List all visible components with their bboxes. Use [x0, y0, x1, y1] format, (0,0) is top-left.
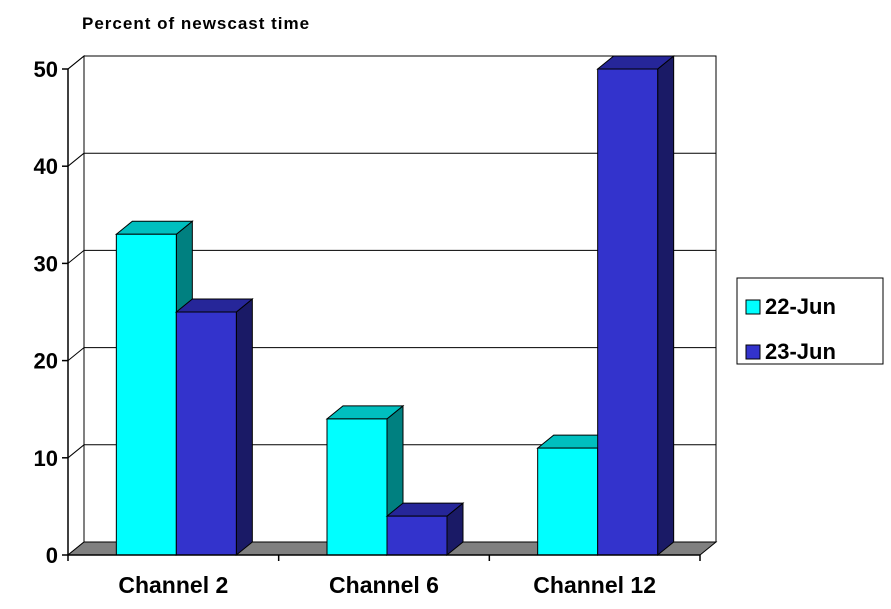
bar-23-jun-channel-6 [385, 502, 465, 557]
bar-front [115, 233, 177, 556]
bars [114, 54, 676, 557]
bar-side [235, 297, 253, 557]
x-category-label: Channel 2 [118, 572, 228, 598]
bar-23-jun-channel-12 [596, 54, 676, 557]
bar-front [326, 418, 388, 556]
legend-swatch-22-jun [745, 299, 761, 315]
bar-side [657, 54, 675, 557]
bar-22-jun-channel-2 [114, 220, 194, 557]
x-axis: Channel 2 Channel 6 Channel 12 [67, 554, 701, 598]
y-tick-label: 0 [46, 543, 58, 568]
y-tick-label: 20 [34, 349, 58, 374]
legend: 22-Jun 23-Jun [736, 277, 884, 365]
side-wall [67, 54, 85, 557]
bar-22-jun-channel-6 [325, 404, 405, 557]
bar-front [597, 68, 659, 556]
y-tick-label: 50 [34, 57, 58, 82]
gridline-side [67, 444, 85, 459]
gridline-side [67, 347, 85, 361]
bar-front [537, 447, 599, 556]
bar-front [175, 311, 237, 556]
y-axis-title: Percent of newscast time [82, 14, 310, 33]
gridline-side [67, 152, 85, 167]
y-tick-label: 30 [34, 251, 58, 276]
x-category-label: Channel 12 [533, 572, 656, 598]
gridline-side [67, 55, 85, 70]
legend-swatch-23-jun [745, 344, 761, 360]
y-tick-label: 10 [34, 446, 58, 471]
legend-label-23-jun: 23-Jun [765, 339, 836, 364]
bar-23-jun-channel-2 [174, 297, 254, 557]
y-tick-label: 40 [34, 154, 58, 179]
gridline-side [67, 250, 85, 264]
legend-box [736, 277, 884, 365]
bar-front [386, 515, 448, 556]
legend-label-22-jun: 22-Jun [765, 294, 836, 319]
x-category-label: Channel 6 [329, 572, 439, 598]
y-axis: 0 10 20 30 40 50 [34, 57, 69, 568]
